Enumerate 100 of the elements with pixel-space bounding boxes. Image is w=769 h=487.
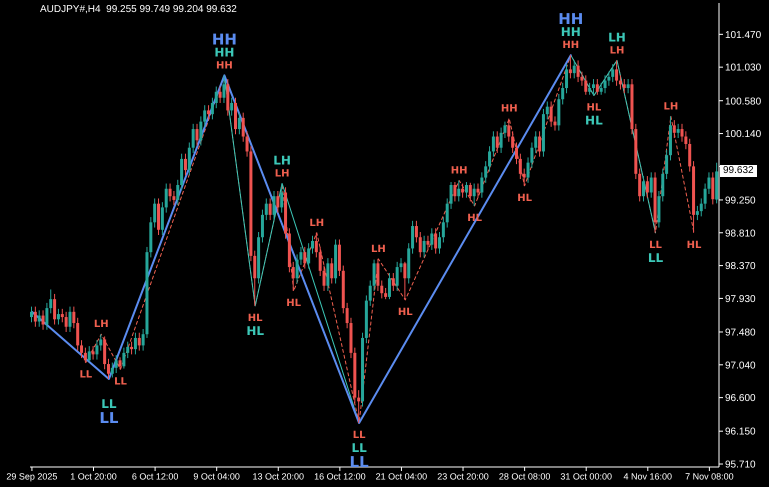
data-label: HL: [248, 312, 264, 324]
candlestick: [414, 220, 418, 243]
data-label: LH: [664, 101, 678, 112]
y-tick-label: 98.810: [725, 228, 756, 240]
y-tick-label: 99.250: [725, 195, 756, 206]
candlestick: [280, 183, 284, 214]
candlestick: [472, 183, 476, 206]
candlestick: [403, 261, 406, 300]
y-tick-label: 97.930: [725, 294, 756, 305]
candlestick: [400, 258, 403, 273]
candlestick: [584, 74, 588, 96]
candlestick: [457, 180, 460, 202]
candlestick: [496, 130, 499, 154]
candlestick: [222, 74, 226, 104]
candlestick: [218, 86, 222, 104]
x-tick-label: 7 Nov 08:00: [685, 471, 734, 482]
candlestick: [388, 272, 391, 300]
x-tick-label: 16 Oct 12:00: [314, 471, 366, 482]
candlestick: [464, 182, 468, 198]
candlestick: [99, 334, 102, 352]
candlestick: [268, 198, 272, 221]
candlestick: [646, 176, 649, 198]
candlestick: [707, 172, 710, 194]
y-tick-label: 97.480: [725, 328, 756, 339]
data-label: HL: [586, 102, 602, 114]
candlestick: [114, 354, 118, 374]
candlestick: [310, 235, 314, 254]
candlestick: [34, 306, 37, 328]
candlestick: [622, 78, 626, 94]
candlestick: [488, 146, 492, 172]
data-label: LH: [610, 45, 624, 56]
candlestick: [411, 220, 414, 254]
candlestick: [626, 78, 630, 94]
data-label: LL: [79, 370, 93, 381]
candlestick: [576, 60, 580, 83]
data-label: LL: [101, 396, 117, 411]
candlestick: [326, 258, 330, 292]
candlestick: [426, 235, 430, 250]
candlestick: [330, 258, 334, 284]
candlestick: [676, 123, 680, 139]
data-label: HL: [585, 114, 604, 128]
candlestick: [242, 112, 245, 142]
candlestick: [392, 272, 395, 292]
candlestick: [372, 259, 376, 292]
candlestick: [546, 100, 549, 120]
candlestick: [476, 183, 480, 198]
candlestick: [438, 232, 442, 254]
candlestick: [588, 82, 592, 96]
candlestick: [596, 78, 599, 96]
data-label: LH: [370, 244, 386, 255]
data-label: LL: [99, 408, 119, 427]
data-label: LL: [649, 240, 662, 251]
x-tick-label: 9 Oct 04:00: [193, 471, 240, 482]
candlestick: [453, 182, 456, 202]
data-label: HH: [450, 166, 468, 177]
data-label: HH: [216, 60, 233, 72]
data-label: LL: [648, 250, 664, 265]
x-tick-label: 6 Oct 12:00: [132, 471, 178, 482]
candlestick: [514, 142, 518, 165]
candlestick: [276, 190, 280, 214]
candlestick: [615, 60, 618, 86]
candlestick: [196, 123, 199, 146]
candlestick: [468, 182, 472, 202]
candlestick: [184, 153, 187, 176]
x-tick-label: 4 Nov 16:00: [624, 471, 672, 482]
candlestick: [422, 235, 426, 258]
candlestick: [210, 97, 214, 120]
candlestick: [88, 346, 91, 362]
candlestick: [53, 293, 56, 326]
candlestick: [565, 64, 568, 94]
data-label: HL: [246, 324, 264, 338]
y-tick-label: 96.600: [725, 393, 756, 404]
candlestick: [253, 250, 256, 306]
candlestick: [396, 261, 399, 292]
data-label: LL: [351, 440, 368, 455]
candlestick: [260, 209, 264, 243]
candlestick: [611, 64, 614, 83]
candlestick: [672, 120, 676, 139]
data-label: HL: [286, 298, 302, 309]
x-tick-label: 13 Oct 20:00: [252, 471, 304, 482]
candlestick: [461, 183, 464, 198]
candlestick: [526, 156, 530, 184]
candlestick: [134, 332, 137, 355]
candlestick: [503, 121, 506, 139]
candlestick: [296, 254, 299, 284]
data-label: HL: [398, 306, 414, 318]
data-label: HH: [562, 40, 580, 52]
candlestick: [246, 130, 249, 158]
candlestick: [142, 328, 145, 352]
data-label: LL: [352, 430, 366, 441]
candlestick: [604, 74, 607, 94]
x-tick-label: 29 Sep 2025: [6, 471, 58, 482]
data-label: LH: [274, 168, 290, 180]
candlestick: [138, 332, 141, 352]
data-label: HL: [686, 240, 702, 251]
candlestick: [711, 172, 714, 205]
candlestick: [106, 358, 110, 380]
candlestick: [214, 86, 218, 109]
y-tick-label: 96.150: [725, 426, 756, 438]
candlestick: [168, 183, 172, 202]
